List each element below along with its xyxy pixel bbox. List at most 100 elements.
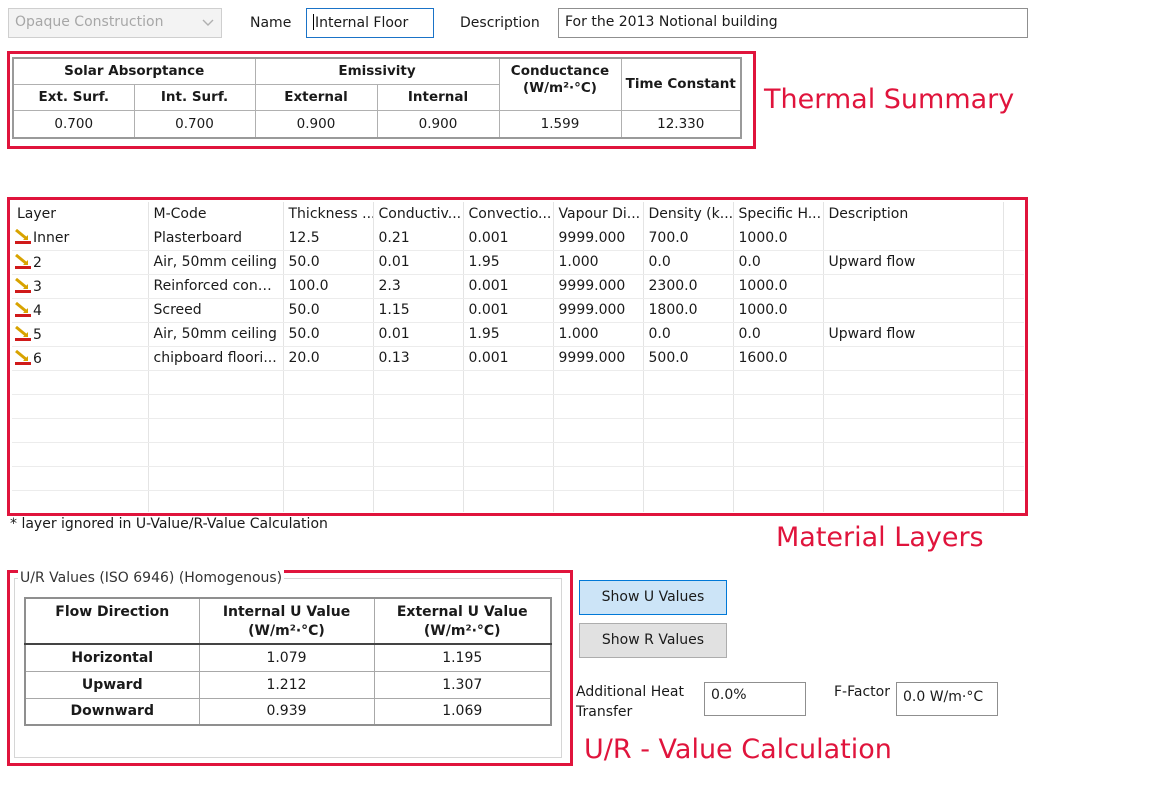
empty-cell bbox=[373, 394, 464, 419]
empty-cell bbox=[12, 370, 149, 395]
ffactor-input[interactable]: 0.0 W/m·°C bbox=[896, 682, 998, 716]
table-row[interactable]: 5 Air, 50mm ceiling 50.0 0.01 1.95 1.000 0.0 0.… bbox=[12, 322, 1024, 347]
text-caret bbox=[313, 14, 314, 30]
table-row[interactable]: 6 chipboard floori... 20.0 0.13 0.001 9999.00… bbox=[12, 346, 1024, 371]
flow-direction: Downward bbox=[24, 697, 200, 726]
grid-cell bbox=[823, 298, 1004, 323]
table-row[interactable]: Inner Plasterboard 12.5 0.21 0.001 9999.000 70… bbox=[12, 226, 1024, 251]
empty-cell bbox=[733, 466, 824, 491]
category-dropdown[interactable]: Opaque Construction bbox=[8, 8, 222, 38]
show-u-values-button[interactable]: Show U Values bbox=[579, 580, 727, 615]
u-values-table: Flow Direction Internal U Value (W/m²·°C… bbox=[24, 597, 552, 726]
time-constant-value: 12.330 bbox=[620, 109, 742, 139]
empty-cell bbox=[373, 490, 464, 512]
emissivity-external-value: 0.900 bbox=[254, 109, 378, 139]
grid-cell: 9999.000 bbox=[553, 226, 644, 251]
table-row bbox=[12, 370, 1024, 395]
column-header[interactable]: Description bbox=[823, 202, 1004, 226]
layer-name: 6 bbox=[33, 350, 42, 367]
layer-name: 5 bbox=[33, 326, 42, 343]
layer-cell: 2 bbox=[12, 250, 149, 275]
flow-direction: Horizontal bbox=[24, 643, 200, 672]
layer-icon bbox=[14, 325, 32, 342]
solar-ext-header: Ext. Surf. bbox=[12, 83, 135, 111]
empty-cell bbox=[463, 490, 554, 512]
grid-cell: 9999.000 bbox=[553, 298, 644, 323]
ur-values-group-title: U/R Values (ISO 6946) (Homogenous) bbox=[18, 570, 285, 586]
internal-u-value: 1.079 bbox=[198, 643, 375, 672]
table-row bbox=[12, 418, 1024, 443]
table-row[interactable]: 4 Screed 50.0 1.15 0.001 9999.000 1800.0 1000.0 bbox=[12, 298, 1024, 323]
empty-cell bbox=[373, 466, 464, 491]
empty-cell bbox=[148, 490, 284, 512]
empty-cell bbox=[1003, 250, 1024, 275]
column-header[interactable]: Conductiv... bbox=[373, 202, 464, 226]
grid-cell: 0.01 bbox=[373, 250, 464, 275]
empty-cell bbox=[148, 418, 284, 443]
table-row[interactable]: 2 Air, 50mm ceiling 50.0 0.01 1.95 1.000 0.0 0.… bbox=[12, 250, 1024, 275]
grid-cell: 1.95 bbox=[463, 250, 554, 275]
show-r-values-button[interactable]: Show R Values bbox=[579, 623, 727, 658]
grid-cell: 50.0 bbox=[283, 250, 374, 275]
material-layers-grid[interactable]: Layer M-Code Thickness ... Conductiv... Conv… bbox=[12, 202, 1024, 512]
internal-u-unit: (W/m²·°C) bbox=[248, 623, 325, 639]
layer-name: Inner bbox=[33, 230, 70, 247]
empty-cell bbox=[823, 418, 1004, 443]
description-value: For the 2013 Notional building bbox=[565, 14, 778, 30]
additional-heat-input[interactable]: 0.0% bbox=[704, 682, 806, 716]
internal-u-label: Internal U Value bbox=[222, 604, 351, 620]
column-header[interactable]: Layer bbox=[12, 202, 149, 226]
layer-cell: Inner bbox=[12, 226, 149, 251]
column-header[interactable]: M-Code bbox=[148, 202, 284, 226]
empty-cell bbox=[823, 394, 1004, 419]
column-header[interactable]: Vapour Di... bbox=[553, 202, 644, 226]
layer-cell: 5 bbox=[12, 322, 149, 347]
grid-cell: 12.5 bbox=[283, 226, 374, 251]
time-constant-header: Time Constant bbox=[620, 57, 742, 111]
empty-cell bbox=[1003, 298, 1024, 323]
internal-u-value: 1.212 bbox=[198, 670, 375, 699]
table-row bbox=[12, 442, 1024, 467]
name-input[interactable]: Internal Floor bbox=[306, 8, 434, 38]
table-row bbox=[12, 394, 1024, 419]
grid-cell: 0.01 bbox=[373, 322, 464, 347]
empty-cell bbox=[643, 418, 734, 443]
empty-cell bbox=[283, 442, 374, 467]
column-header[interactable]: Density (k... bbox=[643, 202, 734, 226]
internal-u-header: Internal U Value (W/m²·°C) bbox=[198, 597, 375, 645]
grid-cell: Screed bbox=[148, 298, 284, 323]
empty-cell bbox=[12, 466, 149, 491]
column-header[interactable]: Specific H... bbox=[733, 202, 824, 226]
empty-cell bbox=[643, 370, 734, 395]
thermal-summary-table: Solar Absorptance Emissivity Conductance… bbox=[12, 57, 742, 139]
chevron-down-icon bbox=[202, 19, 214, 26]
conductance-value: 1.599 bbox=[498, 109, 622, 139]
empty-cell bbox=[12, 418, 149, 443]
description-label: Description bbox=[460, 15, 540, 31]
external-u-unit: (W/m²·°C) bbox=[423, 623, 501, 639]
empty-cell bbox=[463, 442, 554, 467]
layer-icon bbox=[14, 277, 32, 294]
column-header[interactable]: Thickness ... bbox=[283, 202, 374, 226]
empty-cell bbox=[643, 490, 734, 512]
grid-cell: 1.000 bbox=[553, 322, 644, 347]
grid-cell: 1800.0 bbox=[643, 298, 734, 323]
grid-cell: 9999.000 bbox=[553, 346, 644, 371]
empty-cell bbox=[823, 442, 1004, 467]
empty-cell bbox=[553, 394, 644, 419]
description-input[interactable]: For the 2013 Notional building bbox=[558, 8, 1028, 38]
grid-cell: 1600.0 bbox=[733, 346, 824, 371]
grid-cell: 9999.000 bbox=[553, 274, 644, 299]
empty-cell bbox=[733, 394, 824, 419]
table-row[interactable]: 3 Reinforced concr... 100.0 2.3 0.001 9999.00… bbox=[12, 274, 1024, 299]
table-row: Horizontal 1.079 1.195 bbox=[24, 643, 552, 672]
solar-int-header: Int. Surf. bbox=[133, 83, 256, 111]
layer-icon bbox=[14, 253, 32, 270]
grid-cell bbox=[823, 346, 1004, 371]
empty-cell bbox=[373, 442, 464, 467]
empty-cell bbox=[148, 370, 284, 395]
column-header[interactable]: Convectio... bbox=[463, 202, 554, 226]
grid-cell bbox=[823, 274, 1004, 299]
empty-cell bbox=[733, 370, 824, 395]
grid-cell: chipboard floori... bbox=[148, 346, 284, 371]
